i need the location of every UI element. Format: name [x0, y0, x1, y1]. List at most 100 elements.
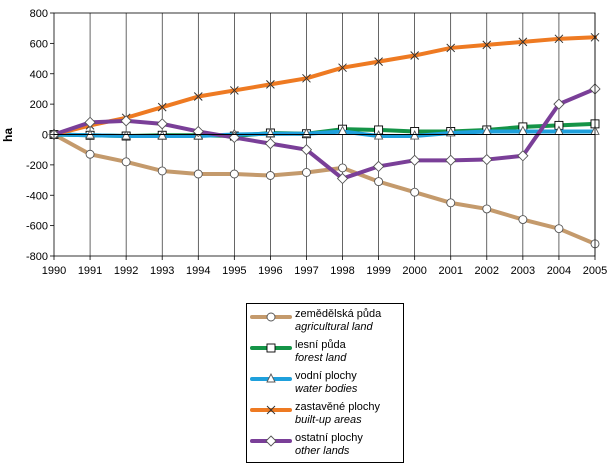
x-tick-label: 2004 — [547, 265, 571, 277]
legend-label-other-lands: ostatní plochy other lands — [295, 432, 363, 458]
data-point-built-up-areas — [410, 51, 420, 60]
legend-marker-built-up-areas — [266, 405, 276, 415]
legend-label-cz: lesní půda — [295, 339, 346, 351]
data-point-built-up-areas — [157, 102, 167, 112]
data-point-built-up-areas — [482, 40, 492, 50]
data-point-agricultural-land — [410, 187, 420, 197]
data-point-built-up-areas — [229, 86, 239, 95]
y-tick-label: 200 — [30, 99, 48, 111]
legend-label-en: agricultural land — [295, 321, 373, 333]
y-tick-label: 800 — [30, 8, 48, 20]
data-point-agricultural-land — [265, 171, 275, 180]
data-point-agricultural-land — [193, 169, 203, 179]
chart-legend: zemědělská půda agricultural land lesní pů… — [246, 303, 404, 463]
series-line-agricultural-land — [52, 132, 597, 246]
legend-label-forest-land: lesní půda forest land — [295, 339, 346, 365]
data-point-agricultural-land — [338, 163, 347, 173]
legend-label-en: water bodies — [295, 383, 358, 395]
series-agricultural-land — [49, 130, 600, 249]
y-tick-label: 0 — [42, 130, 48, 142]
legend-label-built-up-areas: zastavěné plochy built-up areas — [295, 401, 380, 427]
x-tick-label: 1993 — [150, 265, 174, 277]
y-tick-label: -400 — [26, 190, 48, 202]
data-point-other-lands — [372, 160, 385, 173]
data-point-other-lands — [481, 153, 493, 166]
data-point-other-lands — [264, 137, 277, 150]
data-point-agricultural-land — [482, 204, 492, 214]
x-tick-label: 2002 — [475, 265, 499, 277]
data-point-built-up-areas — [374, 57, 383, 66]
data-point-built-up-areas — [302, 73, 311, 83]
data-point-built-up-areas — [266, 80, 275, 89]
x-tick-label: 1990 — [42, 265, 66, 277]
legend-label-cz: ostatní plochy — [295, 432, 363, 444]
data-point-other-lands — [228, 131, 240, 144]
data-point-agricultural-land — [157, 166, 167, 176]
legend-marker-agricultural-land — [266, 312, 276, 322]
data-point-agricultural-land — [554, 224, 564, 234]
y-tick-label: -800 — [26, 251, 48, 263]
axes — [50, 12, 596, 260]
y-tick-label: 400 — [30, 69, 48, 81]
data-point-water-bodies — [373, 130, 384, 140]
legend-item-other-lands: ostatní plochy other lands — [247, 432, 403, 463]
data-point-agricultural-land — [229, 169, 239, 179]
legend-label-en: built-up areas — [295, 414, 362, 426]
data-point-other-lands — [84, 116, 96, 128]
x-tick-label: 2001 — [438, 265, 462, 277]
data-point-built-up-areas — [554, 34, 564, 44]
data-point-water-bodies — [409, 130, 420, 140]
data-point-other-lands — [120, 115, 132, 127]
data-point-agricultural-land — [518, 215, 528, 225]
x-tick-label: 1995 — [222, 265, 246, 277]
data-point-other-lands — [300, 144, 313, 156]
legend-label-cz: vodní plochy — [295, 370, 357, 382]
data-point-agricultural-land — [302, 168, 311, 177]
x-tick-label: 2003 — [511, 265, 535, 277]
legend-marker-other-lands — [265, 435, 277, 447]
legend-marker-forest-land — [266, 343, 276, 353]
data-point-agricultural-land — [121, 157, 131, 167]
data-point-agricultural-land — [374, 177, 384, 187]
legend-swatch-forest-land — [250, 343, 292, 353]
x-tick-label: 1999 — [366, 265, 390, 277]
y-axis-label: ha — [1, 128, 15, 142]
x-tick-label: 2005 — [583, 265, 607, 277]
data-point-other-lands — [409, 154, 421, 166]
y-tick-label: 600 — [30, 38, 48, 50]
data-point-built-up-areas — [446, 43, 456, 53]
data-point-other-lands — [517, 150, 529, 162]
legend-item-built-up-areas: zastavěné plochy built-up areas — [247, 401, 403, 432]
series-other-lands — [48, 83, 601, 185]
data-point-agricultural-land — [85, 149, 95, 159]
data-point-other-lands — [192, 125, 204, 138]
legend-swatch-other-lands — [250, 435, 292, 447]
x-tick-label: 1994 — [186, 265, 210, 277]
data-point-built-up-areas — [338, 63, 347, 73]
data-point-other-lands — [336, 172, 349, 185]
series-lines — [48, 32, 601, 249]
series-line-built-up-areas — [52, 35, 597, 137]
series-line-other-lands — [52, 86, 597, 181]
y-tick-label: -200 — [26, 160, 48, 172]
legend-item-forest-land: lesní půda forest land — [247, 339, 403, 370]
x-tick-label: 1998 — [330, 265, 354, 277]
legend-item-water-bodies: vodní plochy water bodies — [247, 370, 403, 401]
data-point-agricultural-land — [446, 198, 456, 208]
legend-label-agricultural-land: zemědělská půda agricultural land — [295, 308, 381, 334]
y-tick-label: -600 — [26, 221, 48, 233]
x-tick-label: 1992 — [114, 265, 138, 277]
data-point-water-bodies — [157, 130, 167, 140]
legend-label-water-bodies: vodní plochy water bodies — [295, 370, 357, 396]
data-point-other-lands — [156, 118, 168, 130]
data-point-built-up-areas — [193, 92, 203, 101]
data-point-other-lands — [445, 154, 457, 166]
x-tick-label: 1996 — [258, 265, 282, 277]
legend-label-cz: zemědělská půda — [295, 308, 382, 320]
data-point-water-bodies — [121, 130, 131, 140]
series-line-water-bodies — [52, 129, 597, 139]
x-tick-label: 1997 — [294, 265, 318, 277]
data-point-water-bodies — [446, 126, 456, 137]
